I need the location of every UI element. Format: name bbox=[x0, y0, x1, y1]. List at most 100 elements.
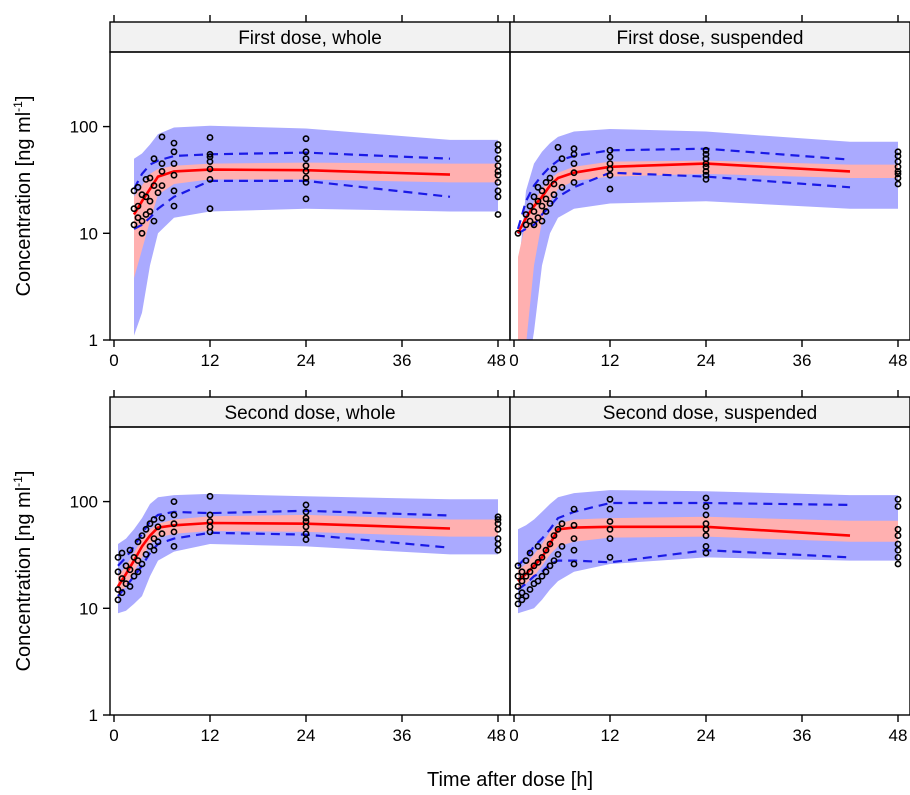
panel-title: Second dose, suspended bbox=[603, 403, 817, 424]
observed-point bbox=[570, 169, 578, 177]
observed-point bbox=[206, 134, 214, 141]
x-tick-label: 0 bbox=[509, 726, 518, 745]
observed-point bbox=[170, 187, 178, 195]
x-axis-title: Time after dose [h] bbox=[427, 769, 593, 791]
observed-point bbox=[142, 525, 150, 533]
observed-point bbox=[302, 178, 310, 186]
panel-plot-area bbox=[130, 125, 502, 336]
observed-point bbox=[134, 568, 142, 576]
observed-point bbox=[114, 568, 122, 576]
observed-point bbox=[542, 178, 550, 186]
observed-point bbox=[206, 150, 214, 158]
panel-plot-area bbox=[114, 492, 502, 614]
x-tick-label: 0 bbox=[509, 351, 518, 370]
observed-point bbox=[130, 221, 138, 229]
strip-box bbox=[509, 396, 910, 428]
observed-point bbox=[146, 174, 154, 182]
observed-point bbox=[570, 505, 578, 513]
x-axis: 0 12 24 36 48 bbox=[509, 15, 907, 370]
observed-point bbox=[514, 572, 522, 580]
observed-point bbox=[606, 185, 614, 193]
observed-point bbox=[158, 160, 166, 167]
observed-point bbox=[138, 560, 146, 568]
x-tick-label: 48 bbox=[487, 726, 506, 745]
observed-point bbox=[542, 195, 550, 203]
observed-point bbox=[894, 532, 902, 539]
observed-point bbox=[130, 572, 138, 580]
observed-point bbox=[170, 160, 178, 167]
observed-point bbox=[130, 187, 138, 195]
observed-point bbox=[154, 538, 162, 546]
observed-point bbox=[894, 152, 902, 160]
observed-point bbox=[138, 217, 146, 225]
observed-point bbox=[150, 217, 158, 225]
observed-point bbox=[122, 562, 130, 570]
x-axis: 0 12 24 36 48 bbox=[509, 390, 907, 745]
observed-point bbox=[494, 162, 502, 170]
observed-point bbox=[702, 520, 710, 528]
observed-point bbox=[158, 182, 166, 189]
observed-point bbox=[114, 554, 122, 561]
observed-point bbox=[494, 513, 502, 521]
observed-point bbox=[570, 145, 578, 153]
observed-point bbox=[150, 546, 158, 554]
observed-point bbox=[894, 560, 902, 568]
observed-point bbox=[170, 498, 178, 505]
observed-point bbox=[134, 538, 142, 546]
observed-point bbox=[158, 530, 166, 538]
y-tick-label: 10 bbox=[79, 224, 98, 243]
observed-point bbox=[702, 163, 710, 171]
observed-point bbox=[606, 171, 614, 179]
observed-point bbox=[146, 197, 154, 205]
y-axis-title-close: ] bbox=[13, 96, 35, 102]
observed-point bbox=[154, 523, 162, 531]
observed-point bbox=[702, 494, 710, 502]
observed-point bbox=[606, 554, 614, 561]
observed-point bbox=[894, 554, 902, 561]
x-tick-label: 48 bbox=[889, 726, 908, 745]
x-tick-label: 12 bbox=[201, 351, 220, 370]
panel-frame bbox=[509, 51, 910, 341]
observed-point bbox=[534, 558, 542, 566]
observed-point bbox=[534, 577, 542, 585]
observed-point bbox=[558, 183, 566, 191]
observed-point bbox=[894, 174, 902, 182]
panel-first-dose-suspended: First dose, suspended 0 12 24 36 48 bbox=[509, 15, 910, 370]
observed-point bbox=[570, 178, 578, 186]
observed-point bbox=[554, 551, 562, 558]
observed-point bbox=[534, 543, 542, 550]
observed-point bbox=[702, 549, 710, 557]
observed-point bbox=[126, 583, 134, 590]
observed-point bbox=[494, 178, 502, 186]
median-interval-band bbox=[134, 162, 498, 279]
observed-point bbox=[158, 133, 166, 141]
observed-point bbox=[514, 229, 522, 237]
panel-second-dose-whole: Second dose, whole 0 12 24 36 48 1 10 100 bbox=[70, 390, 511, 745]
observed-point bbox=[514, 592, 522, 600]
observed-point bbox=[170, 528, 178, 536]
observed-point bbox=[534, 183, 542, 191]
observed-point bbox=[702, 155, 710, 163]
observed-point bbox=[134, 557, 142, 564]
observed-point bbox=[170, 543, 178, 550]
observed-point bbox=[114, 586, 122, 593]
observed-point bbox=[514, 562, 522, 570]
observed-point bbox=[302, 195, 310, 203]
observed-point bbox=[134, 214, 142, 222]
observed-point bbox=[550, 191, 558, 199]
observed-point bbox=[494, 187, 502, 195]
observed-point bbox=[206, 153, 214, 161]
observed-point bbox=[146, 208, 154, 215]
observed-point bbox=[550, 532, 558, 539]
observed-point bbox=[550, 165, 558, 173]
observed-point bbox=[558, 155, 566, 163]
observed-point bbox=[522, 572, 530, 580]
observed-point bbox=[542, 208, 550, 215]
observed-point bbox=[606, 505, 614, 513]
x-tick-label: 12 bbox=[601, 726, 620, 745]
observed-point bbox=[570, 546, 578, 554]
observed-point bbox=[522, 211, 530, 218]
observed-point bbox=[302, 135, 310, 143]
observed-point bbox=[206, 175, 214, 183]
observed-point bbox=[894, 495, 902, 503]
